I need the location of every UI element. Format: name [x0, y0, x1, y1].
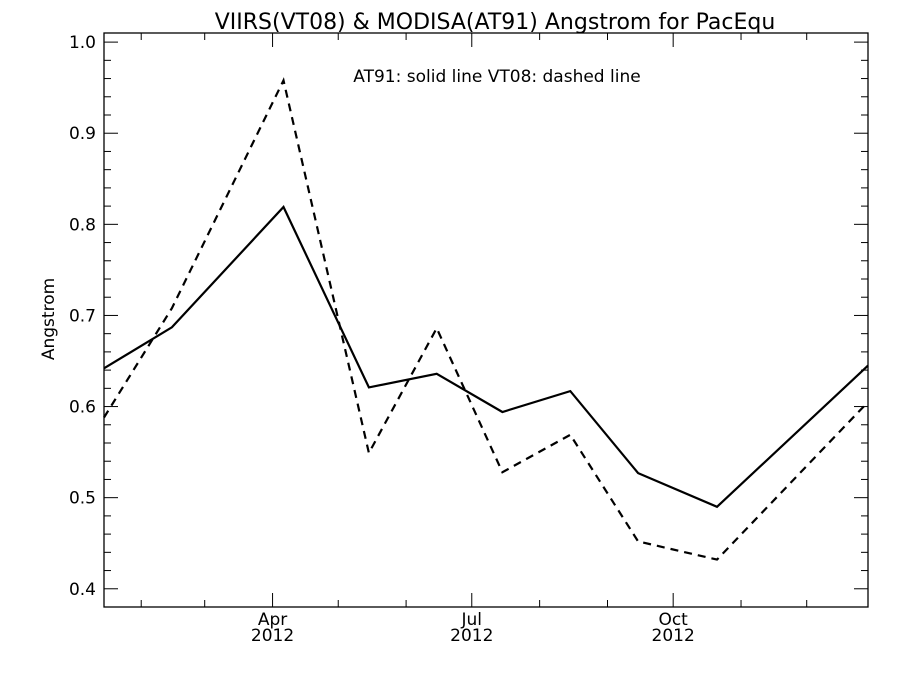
x-tick-label-year: 2012 [450, 626, 493, 646]
x-tick-label-year: 2012 [251, 626, 294, 646]
x-tick-label-month: Jul [461, 610, 483, 630]
series-line-vt08 [103, 77, 869, 561]
tick-labels: 0.40.50.60.70.80.91.0Apr2012Jul2012Oct20… [69, 33, 695, 646]
y-tick-label: 0.7 [69, 306, 96, 326]
y-tick-label: 0.5 [69, 489, 96, 509]
x-tick-label-month: Apr [258, 610, 287, 630]
chart-title: VIIRS(VT08) & MODISA(AT91) Angstrom for … [215, 10, 776, 35]
axis-ticks [104, 33, 868, 608]
y-tick-label: 0.8 [69, 215, 96, 235]
series-layer [103, 77, 869, 561]
y-tick-label: 0.6 [69, 398, 96, 418]
x-tick-label-month: Oct [658, 610, 688, 630]
y-axis-label: Angstrom [39, 278, 59, 360]
chart-annotation: AT91: solid line VT08: dashed line [353, 67, 640, 87]
series-line-at91 [103, 205, 869, 509]
plot-frame [103, 32, 869, 608]
y-tick-label: 0.9 [69, 124, 96, 144]
y-tick-label: 0.4 [69, 580, 96, 600]
x-tick-label-year: 2012 [652, 626, 695, 646]
y-tick-label: 1.0 [69, 33, 96, 53]
